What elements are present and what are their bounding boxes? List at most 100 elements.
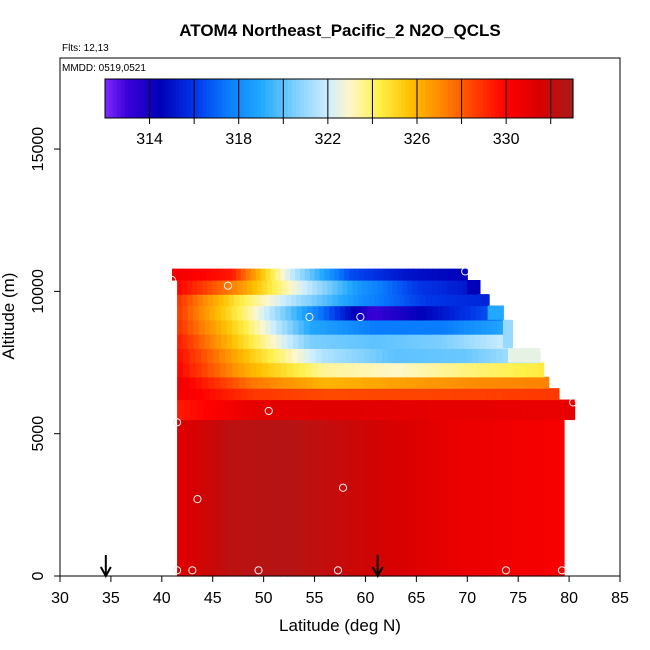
heatmap-cell xyxy=(232,334,239,349)
heatmap-cell xyxy=(368,388,375,401)
heatmap-cell xyxy=(303,319,311,335)
heatmap-cell xyxy=(347,294,354,307)
heatmap-cell xyxy=(455,399,463,421)
heatmap-cell xyxy=(259,294,266,307)
heatmap-cell xyxy=(501,388,509,401)
x-tick-label: 70 xyxy=(458,590,476,607)
heatmap-cell xyxy=(469,334,476,349)
heatmap-cell xyxy=(353,294,359,307)
heatmap-cell xyxy=(439,362,447,378)
colorbar-cell xyxy=(210,79,215,118)
heatmap-cell xyxy=(326,319,333,335)
heatmap-cell xyxy=(523,376,531,389)
heatmap-cell xyxy=(257,376,265,389)
heatmap-cell xyxy=(432,268,439,281)
heatmap-cell xyxy=(298,334,305,349)
colorbar-cell xyxy=(409,79,414,118)
heatmap-cell xyxy=(280,305,287,321)
mmdd-label: MMDD: 0519,0521 xyxy=(62,63,146,74)
heatmap-cell xyxy=(254,334,261,349)
heatmap-cell xyxy=(293,419,301,577)
heatmap-cell xyxy=(486,376,494,389)
heatmap-cell xyxy=(363,348,371,364)
colorbar-cell xyxy=(389,79,395,118)
heatmap-cell xyxy=(230,399,238,421)
heatmap-cell xyxy=(441,319,448,335)
heatmap-cell xyxy=(294,376,302,389)
heatmap-cell xyxy=(188,334,195,349)
heatmap-cell xyxy=(182,280,188,295)
heatmap-cell xyxy=(242,280,248,295)
x-tick-label: 65 xyxy=(407,590,425,607)
heatmap-cell xyxy=(518,419,526,577)
heatmap-cell xyxy=(438,388,445,401)
heatmap-cell xyxy=(248,419,256,577)
colorbar-tick-label: 314 xyxy=(136,131,163,148)
heatmap-cell xyxy=(357,280,363,295)
heatmap-cell xyxy=(499,419,507,577)
x-tick-label: 30 xyxy=(51,590,69,607)
colorbar-cell xyxy=(147,79,153,118)
colorbar-cell xyxy=(569,79,574,118)
heatmap-cell xyxy=(482,388,490,401)
heatmap-cell xyxy=(444,388,452,401)
heatmap-cell xyxy=(204,305,211,321)
heatmap-cell xyxy=(427,362,435,378)
heatmap-cell xyxy=(231,305,238,321)
heatmap-cell xyxy=(364,334,371,349)
heatmap-cell xyxy=(275,294,282,307)
colorbar-cell xyxy=(264,79,270,118)
heatmap-cell xyxy=(282,280,288,295)
colorbar-cell xyxy=(296,79,301,118)
heatmap-cell xyxy=(361,305,368,321)
heatmap-cell xyxy=(431,388,439,401)
heatmap-cell xyxy=(355,388,363,401)
heatmap-cell xyxy=(332,294,339,307)
heatmap-cell xyxy=(263,305,271,321)
heatmap-cell xyxy=(399,388,407,401)
x-tick-label: 80 xyxy=(560,590,578,607)
colorbar-cell xyxy=(417,79,422,118)
heatmap-cell xyxy=(331,319,338,335)
heatmap-cell xyxy=(219,362,227,378)
heatmap-cell xyxy=(370,419,378,577)
heatmap-cell xyxy=(212,280,218,295)
x-tick-label: 60 xyxy=(357,590,375,607)
heatmap-cell xyxy=(256,399,264,421)
colorbar-cell xyxy=(303,79,309,118)
colorbar-cell xyxy=(257,79,262,118)
heatmap-cell xyxy=(197,280,203,295)
heatmap-cell xyxy=(420,294,427,307)
heatmap-cell xyxy=(183,388,191,401)
heatmap-cell xyxy=(298,319,305,335)
heatmap-cell xyxy=(395,399,403,421)
colorbar-cell xyxy=(350,79,356,118)
colorbar-cell xyxy=(498,79,504,118)
heatmap-cell xyxy=(450,388,458,401)
plot-frame xyxy=(59,57,621,577)
heatmap-cell xyxy=(188,319,195,335)
heatmap-cell xyxy=(364,419,372,577)
heatmap-cell xyxy=(243,348,250,364)
heatmap-cell xyxy=(232,280,238,295)
heatmap-cell xyxy=(195,348,202,364)
heatmap-cell xyxy=(384,294,390,307)
heatmap-cell xyxy=(310,388,318,401)
colorbar-cell xyxy=(120,79,126,118)
colorbar-cell xyxy=(245,79,250,118)
heatmap-cell xyxy=(337,319,344,335)
heatmap-cell xyxy=(337,334,344,349)
heatmap-cell xyxy=(466,348,473,364)
heatmap-cell xyxy=(387,388,395,401)
heatmap-cell xyxy=(389,294,396,307)
heatmap-cell xyxy=(237,280,243,295)
heatmap-cell xyxy=(393,348,401,364)
heatmap-cell xyxy=(296,399,304,421)
colorbar-cell xyxy=(183,79,188,118)
heatmap-cell xyxy=(307,376,314,389)
heatmap-cell xyxy=(517,376,525,389)
heatmap-cell xyxy=(270,268,276,281)
heatmap-cell xyxy=(366,362,374,378)
sample-point xyxy=(501,566,511,575)
heatmap-cell xyxy=(270,334,277,349)
